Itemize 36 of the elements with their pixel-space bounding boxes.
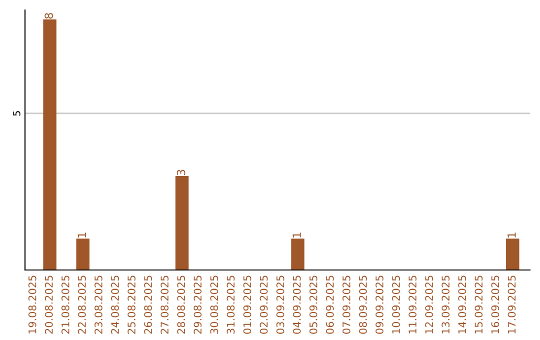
x-tick-label: 08.09.2025 [359, 276, 367, 334]
x-tick-label: 06.09.2025 [326, 276, 334, 334]
x-tick-label: 26.08.2025 [144, 276, 152, 334]
x-tick-label: 12.09.2025 [425, 276, 434, 334]
x-tick-label: 05.09.2025 [309, 276, 318, 334]
x-tick-label: 25.08.2025 [128, 276, 136, 334]
x-tick-label: 16.09.2025 [491, 276, 500, 334]
x-tick-label: 24.08.2025 [111, 276, 119, 334]
x-tick-label: 22.08.2025 [78, 276, 86, 334]
data-label: 1 [508, 232, 516, 238]
y-tick-label: 5 [13, 111, 20, 116]
x-tick-label: 02.09.2025 [260, 276, 268, 334]
x-tick-label: 19.08.2025 [28, 276, 36, 334]
x-tick-label: 27.08.2025 [160, 276, 169, 334]
x-tick-label: 09.09.2025 [376, 276, 384, 334]
data-label: 1 [78, 232, 86, 238]
x-tick-label: 28.08.2025 [177, 276, 186, 334]
x-tick-label: 17.09.2025 [508, 276, 516, 334]
x-tick-label: 31.08.2025 [226, 276, 235, 334]
x-tick-label: 20.08.2025 [44, 276, 53, 334]
x-tick-label: 04.09.2025 [292, 276, 301, 334]
x-tick-label: 01.09.2025 [243, 276, 252, 334]
data-label: 3 [176, 170, 186, 176]
x-tick-label: 14.09.2025 [458, 276, 466, 334]
x-tick-label: 23.08.2025 [94, 276, 102, 334]
x-tick-label: 21.08.2025 [61, 276, 70, 334]
x-tick-label: 30.08.2025 [210, 276, 218, 334]
data-label: 1 [292, 232, 301, 238]
x-tick-label: 03.09.2025 [276, 276, 284, 334]
x-tick-label: 11.09.2025 [408, 276, 416, 334]
data-label: 8 [44, 13, 54, 19]
x-tick-label: 07.09.2025 [342, 276, 350, 334]
x-tick-label: 29.08.2025 [194, 276, 202, 334]
x-tick-label: 15.09.2025 [474, 276, 483, 334]
x-tick-label: 13.09.2025 [442, 276, 450, 334]
x-tick-label: 10.09.2025 [392, 276, 400, 334]
